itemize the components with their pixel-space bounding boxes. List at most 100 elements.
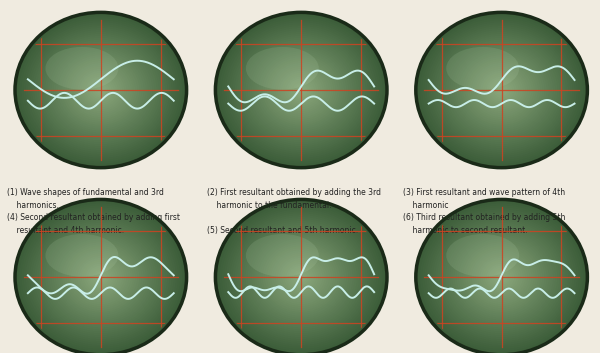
Ellipse shape	[435, 217, 568, 337]
Ellipse shape	[245, 40, 357, 140]
Ellipse shape	[484, 74, 519, 106]
Ellipse shape	[439, 221, 564, 333]
Ellipse shape	[92, 269, 109, 285]
Ellipse shape	[474, 252, 529, 302]
Ellipse shape	[265, 57, 338, 123]
Ellipse shape	[256, 49, 346, 131]
Ellipse shape	[499, 275, 504, 279]
Ellipse shape	[480, 258, 523, 297]
Ellipse shape	[26, 209, 176, 345]
Ellipse shape	[45, 40, 157, 140]
Ellipse shape	[222, 205, 380, 349]
Ellipse shape	[98, 88, 103, 92]
Ellipse shape	[469, 61, 534, 119]
Ellipse shape	[56, 237, 146, 318]
Ellipse shape	[476, 67, 527, 113]
Ellipse shape	[295, 271, 308, 283]
Ellipse shape	[53, 234, 148, 320]
Ellipse shape	[254, 234, 349, 320]
Ellipse shape	[284, 74, 319, 106]
Ellipse shape	[15, 12, 187, 168]
Ellipse shape	[424, 207, 579, 347]
Ellipse shape	[62, 242, 139, 312]
Ellipse shape	[474, 65, 529, 115]
Ellipse shape	[465, 244, 538, 310]
Ellipse shape	[437, 219, 566, 335]
Ellipse shape	[469, 248, 534, 306]
Ellipse shape	[299, 88, 304, 92]
Ellipse shape	[88, 78, 113, 102]
Ellipse shape	[246, 234, 319, 277]
Ellipse shape	[489, 78, 514, 102]
Ellipse shape	[94, 271, 107, 283]
Ellipse shape	[282, 260, 320, 294]
Ellipse shape	[420, 203, 583, 351]
Ellipse shape	[442, 223, 562, 331]
Ellipse shape	[83, 74, 118, 106]
Ellipse shape	[267, 59, 335, 121]
Ellipse shape	[230, 26, 372, 154]
Ellipse shape	[463, 242, 540, 312]
Ellipse shape	[497, 273, 506, 281]
Ellipse shape	[230, 213, 372, 341]
Ellipse shape	[228, 211, 374, 343]
Ellipse shape	[297, 273, 305, 281]
Text: (1) Wave shapes of fundamental and 3rd
    harmonics.
(4) Second resultant obtai: (1) Wave shapes of fundamental and 3rd h…	[7, 188, 180, 235]
Ellipse shape	[62, 55, 139, 125]
Ellipse shape	[461, 240, 542, 314]
Ellipse shape	[472, 63, 532, 117]
Ellipse shape	[58, 51, 144, 129]
Ellipse shape	[23, 207, 178, 347]
Ellipse shape	[286, 76, 316, 104]
Ellipse shape	[290, 80, 312, 100]
Ellipse shape	[46, 234, 118, 277]
Ellipse shape	[480, 71, 523, 109]
Ellipse shape	[92, 82, 109, 98]
Ellipse shape	[433, 28, 570, 152]
Ellipse shape	[289, 265, 314, 289]
Ellipse shape	[239, 221, 364, 333]
Ellipse shape	[19, 16, 182, 164]
Ellipse shape	[454, 234, 549, 320]
Ellipse shape	[224, 20, 379, 160]
Ellipse shape	[94, 84, 107, 96]
Ellipse shape	[416, 199, 587, 353]
Ellipse shape	[86, 76, 116, 104]
Ellipse shape	[420, 16, 583, 164]
Ellipse shape	[52, 232, 150, 322]
Ellipse shape	[282, 72, 320, 107]
Ellipse shape	[293, 82, 310, 98]
Ellipse shape	[73, 65, 128, 115]
Ellipse shape	[463, 55, 540, 125]
Ellipse shape	[428, 24, 575, 156]
Ellipse shape	[97, 273, 105, 281]
Ellipse shape	[43, 225, 159, 330]
Ellipse shape	[487, 263, 517, 291]
Ellipse shape	[297, 86, 305, 94]
Ellipse shape	[17, 14, 184, 166]
Ellipse shape	[448, 229, 555, 325]
Ellipse shape	[448, 41, 555, 138]
Ellipse shape	[446, 40, 557, 140]
Ellipse shape	[90, 80, 112, 100]
Ellipse shape	[478, 68, 525, 112]
Ellipse shape	[245, 227, 357, 328]
Ellipse shape	[248, 41, 355, 138]
Ellipse shape	[472, 250, 532, 304]
Ellipse shape	[263, 242, 340, 312]
Ellipse shape	[295, 84, 308, 96]
Ellipse shape	[246, 47, 319, 90]
Ellipse shape	[452, 45, 551, 134]
Ellipse shape	[443, 225, 560, 330]
Text: (3) First resultant and wave pattern of 4th
    harmonic
(6) Third resultant obt: (3) First resultant and wave pattern of …	[403, 188, 566, 235]
Ellipse shape	[280, 258, 323, 297]
Ellipse shape	[83, 262, 118, 293]
Ellipse shape	[467, 246, 536, 308]
Ellipse shape	[452, 232, 551, 322]
Ellipse shape	[274, 252, 329, 302]
Ellipse shape	[256, 237, 346, 318]
Ellipse shape	[38, 34, 163, 146]
Ellipse shape	[248, 229, 355, 325]
Ellipse shape	[443, 37, 560, 142]
Ellipse shape	[220, 16, 383, 164]
